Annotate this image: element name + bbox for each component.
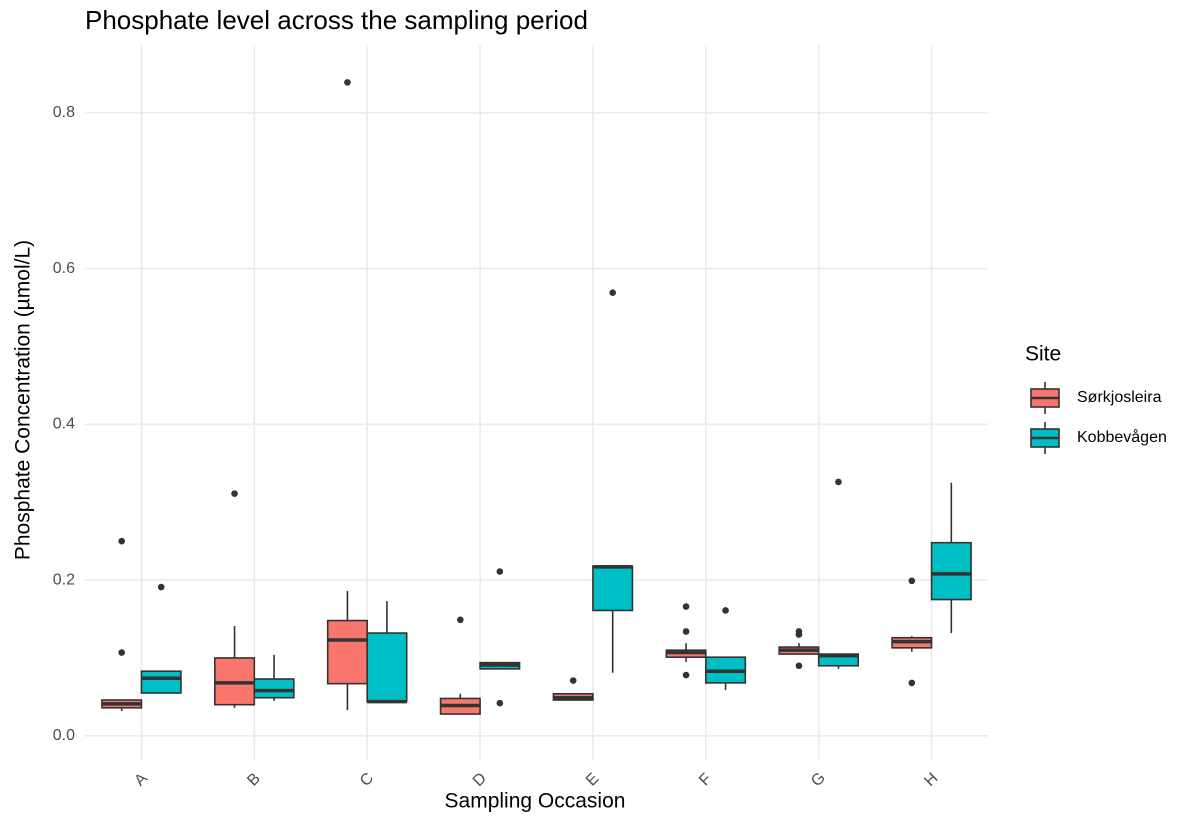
legend-label: Sørkjosleira: [1077, 389, 1162, 406]
outlier: [344, 79, 351, 86]
y-axis-label: Phosphate Concentration (µmol/L): [12, 240, 35, 560]
box-group: [817, 478, 859, 669]
box-group: [326, 79, 368, 711]
outlier: [682, 603, 690, 610]
box-group: [101, 537, 143, 711]
outlier: [795, 631, 803, 638]
box-group: [665, 603, 707, 679]
outlier: [569, 677, 577, 684]
box: [366, 632, 408, 703]
x-axis-label: Sampling Occasion: [445, 790, 626, 813]
box-group: [479, 568, 521, 707]
box-group: [705, 607, 747, 690]
box: [253, 678, 295, 699]
box-group: [439, 616, 481, 715]
outlier: [795, 662, 803, 670]
box: [930, 541, 972, 601]
box-group: [778, 628, 820, 670]
box-group: [592, 289, 634, 673]
chart-title: Phosphate level across the sampling peri…: [85, 5, 588, 35]
y-tick-label: 0.4: [53, 416, 75, 433]
outlier: [722, 607, 729, 614]
outlier: [231, 490, 238, 497]
outlier: [496, 699, 504, 707]
y-tick-label: 0.6: [53, 260, 75, 277]
legend-title: Site: [1025, 343, 1061, 366]
outlier: [118, 649, 125, 656]
outlier: [496, 568, 504, 575]
box: [592, 565, 634, 612]
y-tick-label: 0.8: [53, 104, 75, 121]
box: [326, 619, 368, 685]
outlier: [835, 478, 842, 486]
legend-label: Kobbevågen: [1077, 428, 1167, 446]
outlier: [682, 628, 690, 635]
outlier: [457, 616, 464, 624]
outlier: [118, 537, 125, 545]
outlier: [609, 289, 616, 296]
box-group: [552, 677, 594, 701]
box-group: [891, 577, 933, 687]
box-group: [253, 654, 295, 701]
y-tick-label: 0.2: [53, 571, 75, 588]
box-group: [140, 583, 182, 694]
outlier: [682, 671, 690, 679]
box-group: [930, 482, 972, 634]
outlier: [908, 577, 916, 585]
box-group: [366, 601, 408, 704]
outlier: [908, 679, 916, 687]
y-tick-label: 0.0: [53, 727, 75, 744]
outlier: [157, 583, 165, 591]
box: [140, 670, 182, 694]
